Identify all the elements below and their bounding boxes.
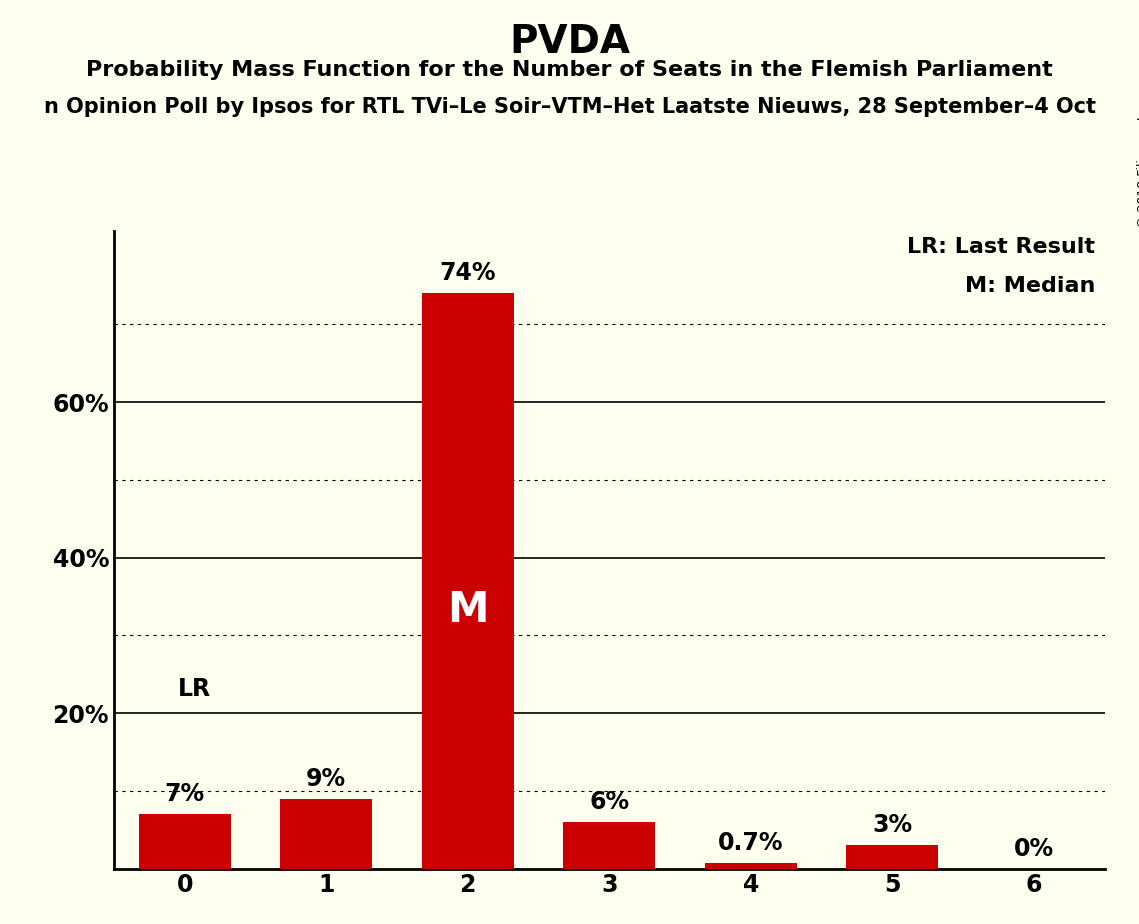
Text: 9%: 9% <box>306 767 346 791</box>
Text: 6%: 6% <box>589 790 630 814</box>
Bar <box>846 845 939 869</box>
Text: LR: LR <box>178 677 211 701</box>
Text: LR: Last Result: LR: Last Result <box>907 237 1095 258</box>
Text: Probability Mass Function for the Number of Seats in the Flemish Parliament: Probability Mass Function for the Number… <box>87 60 1052 80</box>
Text: 74%: 74% <box>440 261 497 286</box>
Text: 3%: 3% <box>872 813 912 837</box>
Text: 7%: 7% <box>165 783 205 807</box>
Text: PVDA: PVDA <box>509 23 630 61</box>
Text: 0.7%: 0.7% <box>719 832 784 856</box>
Text: M: Median: M: Median <box>965 275 1095 296</box>
Bar <box>705 863 797 869</box>
Bar <box>421 293 514 869</box>
Text: n Opinion Poll by Ipsos for RTL TVi–Le Soir–VTM–Het Laatste Nieuws, 28 September: n Opinion Poll by Ipsos for RTL TVi–Le S… <box>43 97 1096 117</box>
Bar <box>564 822 655 869</box>
Bar <box>280 798 372 869</box>
Text: 0%: 0% <box>1014 837 1054 861</box>
Bar <box>139 814 231 869</box>
Text: M: M <box>446 589 489 631</box>
Text: © 2018 Filip van Laenen: © 2018 Filip van Laenen <box>1137 74 1139 228</box>
